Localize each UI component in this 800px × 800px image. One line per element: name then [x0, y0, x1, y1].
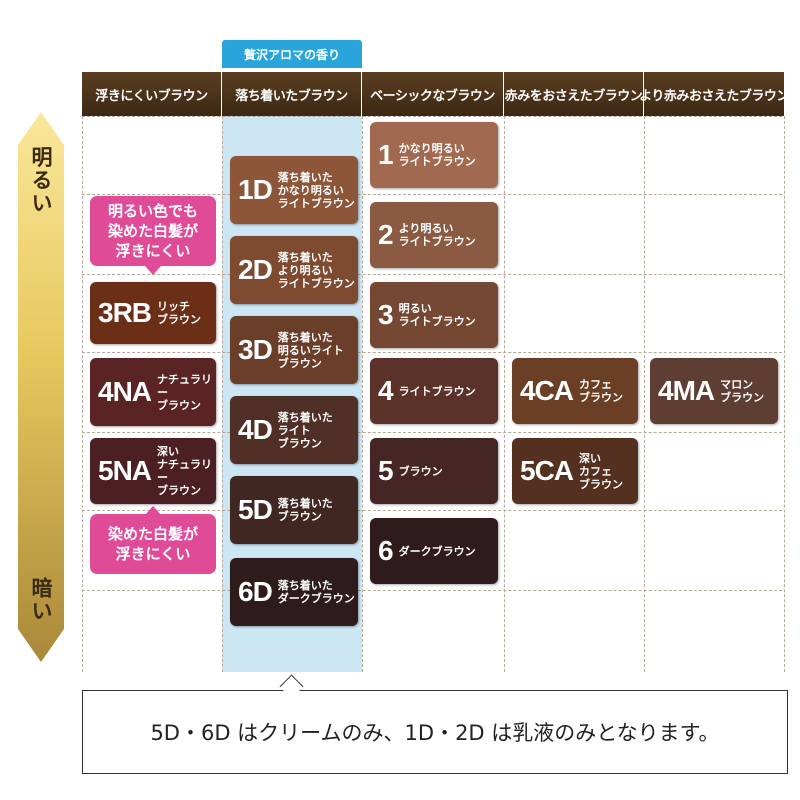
swatch-name: リッチ ブラウン [157, 300, 202, 326]
swatch-1[interactable]: 1 かなり明るい ライトブラウン [370, 122, 498, 188]
grid-line [784, 116, 785, 672]
column-header-1: 浮きにくいブラウン [82, 72, 222, 116]
swatch-code: 2 [378, 219, 394, 250]
swatch-name: カフェ ブラウン [579, 378, 624, 404]
aroma-label: 贅沢アロマの香り [222, 40, 362, 68]
swatch-5CA[interactable]: 5CA 深い カフェ ブラウン [512, 438, 638, 504]
swatch-code: 5 [378, 455, 394, 486]
swatch-code: 3RB [98, 297, 152, 328]
callout-pointer [145, 506, 161, 515]
light-label: 明るい [29, 145, 53, 215]
swatch-5[interactable]: 5 ブラウン [370, 438, 498, 504]
swatch-code: 4CA [520, 375, 574, 406]
swatch-3RB[interactable]: 3RB リッチ ブラウン [90, 282, 216, 344]
swatch-4[interactable]: 4 ライトブラウン [370, 358, 498, 424]
swatch-4CA[interactable]: 4CA カフェ ブラウン [512, 358, 638, 424]
swatch-code: 3D [238, 334, 273, 365]
availability-note: 5D・6D はクリームのみ、1D・2D は乳液のみとなります。 [82, 690, 788, 774]
dark-label: 暗い [29, 577, 53, 623]
swatch-code: 1D [238, 174, 273, 205]
column-header-4: 赤みをおさえたブラウン [504, 72, 644, 116]
swatch-name: 落ち着いた より明るい ライトブラウン [277, 250, 355, 290]
swatch-4MA[interactable]: 4MA マロン ブラウン [650, 358, 778, 424]
swatch-name: 深い カフェ ブラウン [579, 451, 624, 491]
swatch-code: 4D [238, 414, 273, 445]
callout-light-gray-coverage: 明るい色でも 染めた白髪が 浮きにくい [90, 196, 216, 266]
swatch-name: かなり明るい ライトブラウン [398, 142, 476, 168]
grid-line [82, 274, 782, 275]
grid-line [82, 116, 782, 117]
swatch-code: 2D [238, 254, 273, 285]
grid-line [82, 590, 782, 591]
column-header-5: より赤みおさえたブラウン [639, 72, 789, 116]
swatch-5NA[interactable]: 5NA 深い ナチュラリー ブラウン [90, 438, 216, 504]
grid-line [82, 432, 782, 433]
swatch-code: 6 [378, 535, 394, 566]
swatch-name: 落ち着いた ダークブラウン [277, 579, 355, 605]
brightness-scale-arrow [18, 112, 64, 662]
swatch-name: ダークブラウン [398, 544, 476, 558]
grid-line [644, 116, 645, 672]
swatch-code: 4MA [658, 375, 715, 406]
swatch-5D[interactable]: 5D 落ち着いた ブラウン [230, 476, 358, 544]
callout-gray-coverage: 染めた白髪が 浮きにくい [90, 514, 216, 574]
swatch-code: 4NA [98, 376, 152, 407]
swatch-2D[interactable]: 2D 落ち着いた より明るい ライトブラウン [230, 236, 358, 304]
swatch-2[interactable]: 2 より明るい ライトブラウン [370, 202, 498, 268]
swatch-4D[interactable]: 4D 落ち着いた ライト ブラウン [230, 396, 358, 464]
swatch-6D[interactable]: 6D 落ち着いた ダークブラウン [230, 558, 358, 626]
swatch-1D[interactable]: 1D 落ち着いた かなり明るい ライトブラウン [230, 156, 358, 224]
swatch-code: 6D [238, 576, 273, 607]
grid-line [222, 116, 223, 672]
swatch-name: 落ち着いた ライト ブラウン [277, 410, 333, 450]
grid-line [82, 116, 83, 672]
grid-line [82, 194, 782, 195]
swatch-3[interactable]: 3 明るい ライトブラウン [370, 282, 498, 348]
swatch-code: 5D [238, 494, 273, 525]
swatch-name: 落ち着いた 明るいライト ブラウン [277, 330, 344, 370]
swatch-code: 4 [378, 375, 394, 406]
grid-line [82, 352, 782, 353]
grid-line [504, 116, 505, 672]
swatch-4NA[interactable]: 4NA ナチュラリー ブラウン [90, 358, 216, 426]
swatch-code: 5CA [520, 455, 574, 486]
swatch-name: マロン ブラウン [720, 378, 765, 404]
swatch-name: 落ち着いた かなり明るい ライトブラウン [277, 170, 355, 210]
swatch-name: 深い ナチュラリー ブラウン [157, 445, 213, 497]
swatch-code: 1 [378, 139, 394, 170]
swatch-code: 3 [378, 299, 394, 330]
swatch-3D[interactable]: 3D 落ち着いた 明るいライト ブラウン [230, 316, 358, 384]
swatch-name: ナチュラリー ブラウン [157, 372, 213, 412]
swatch-6[interactable]: 6 ダークブラウン [370, 518, 498, 584]
availability-note-text: 5D・6D はクリームのみ、1D・2D は乳液のみとなります。 [150, 721, 720, 745]
swatch-name: 明るい ライトブラウン [398, 302, 476, 328]
callout-pointer [145, 266, 161, 275]
grid-line [362, 116, 363, 672]
swatch-code: 5NA [98, 455, 152, 486]
swatch-name: ブラウン [398, 464, 443, 478]
swatch-name: ライトブラウン [398, 384, 476, 398]
swatch-name: より明るい ライトブラウン [398, 222, 476, 248]
swatch-name: 落ち着いた ブラウン [277, 497, 333, 523]
grid-line [82, 510, 782, 511]
column-header-2: 落ち着いたブラウン [222, 72, 362, 116]
column-header-3: ベーシックなブラウン [362, 72, 504, 116]
